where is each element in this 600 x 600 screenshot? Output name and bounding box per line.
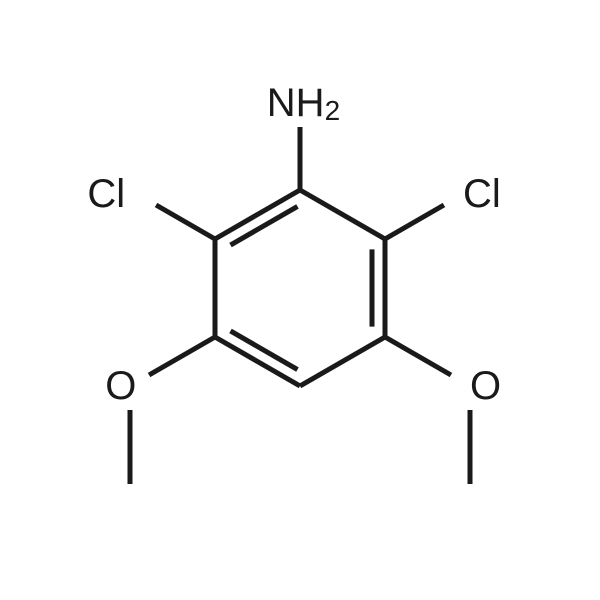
atom-label-O5: O — [105, 364, 136, 408]
atom-label-O3: O — [470, 364, 501, 408]
molecule-diagram: NH2ClClOO — [0, 0, 600, 600]
atom-label-Cl6: Cl — [87, 172, 125, 216]
atom-label-Cl2: Cl — [463, 172, 501, 216]
